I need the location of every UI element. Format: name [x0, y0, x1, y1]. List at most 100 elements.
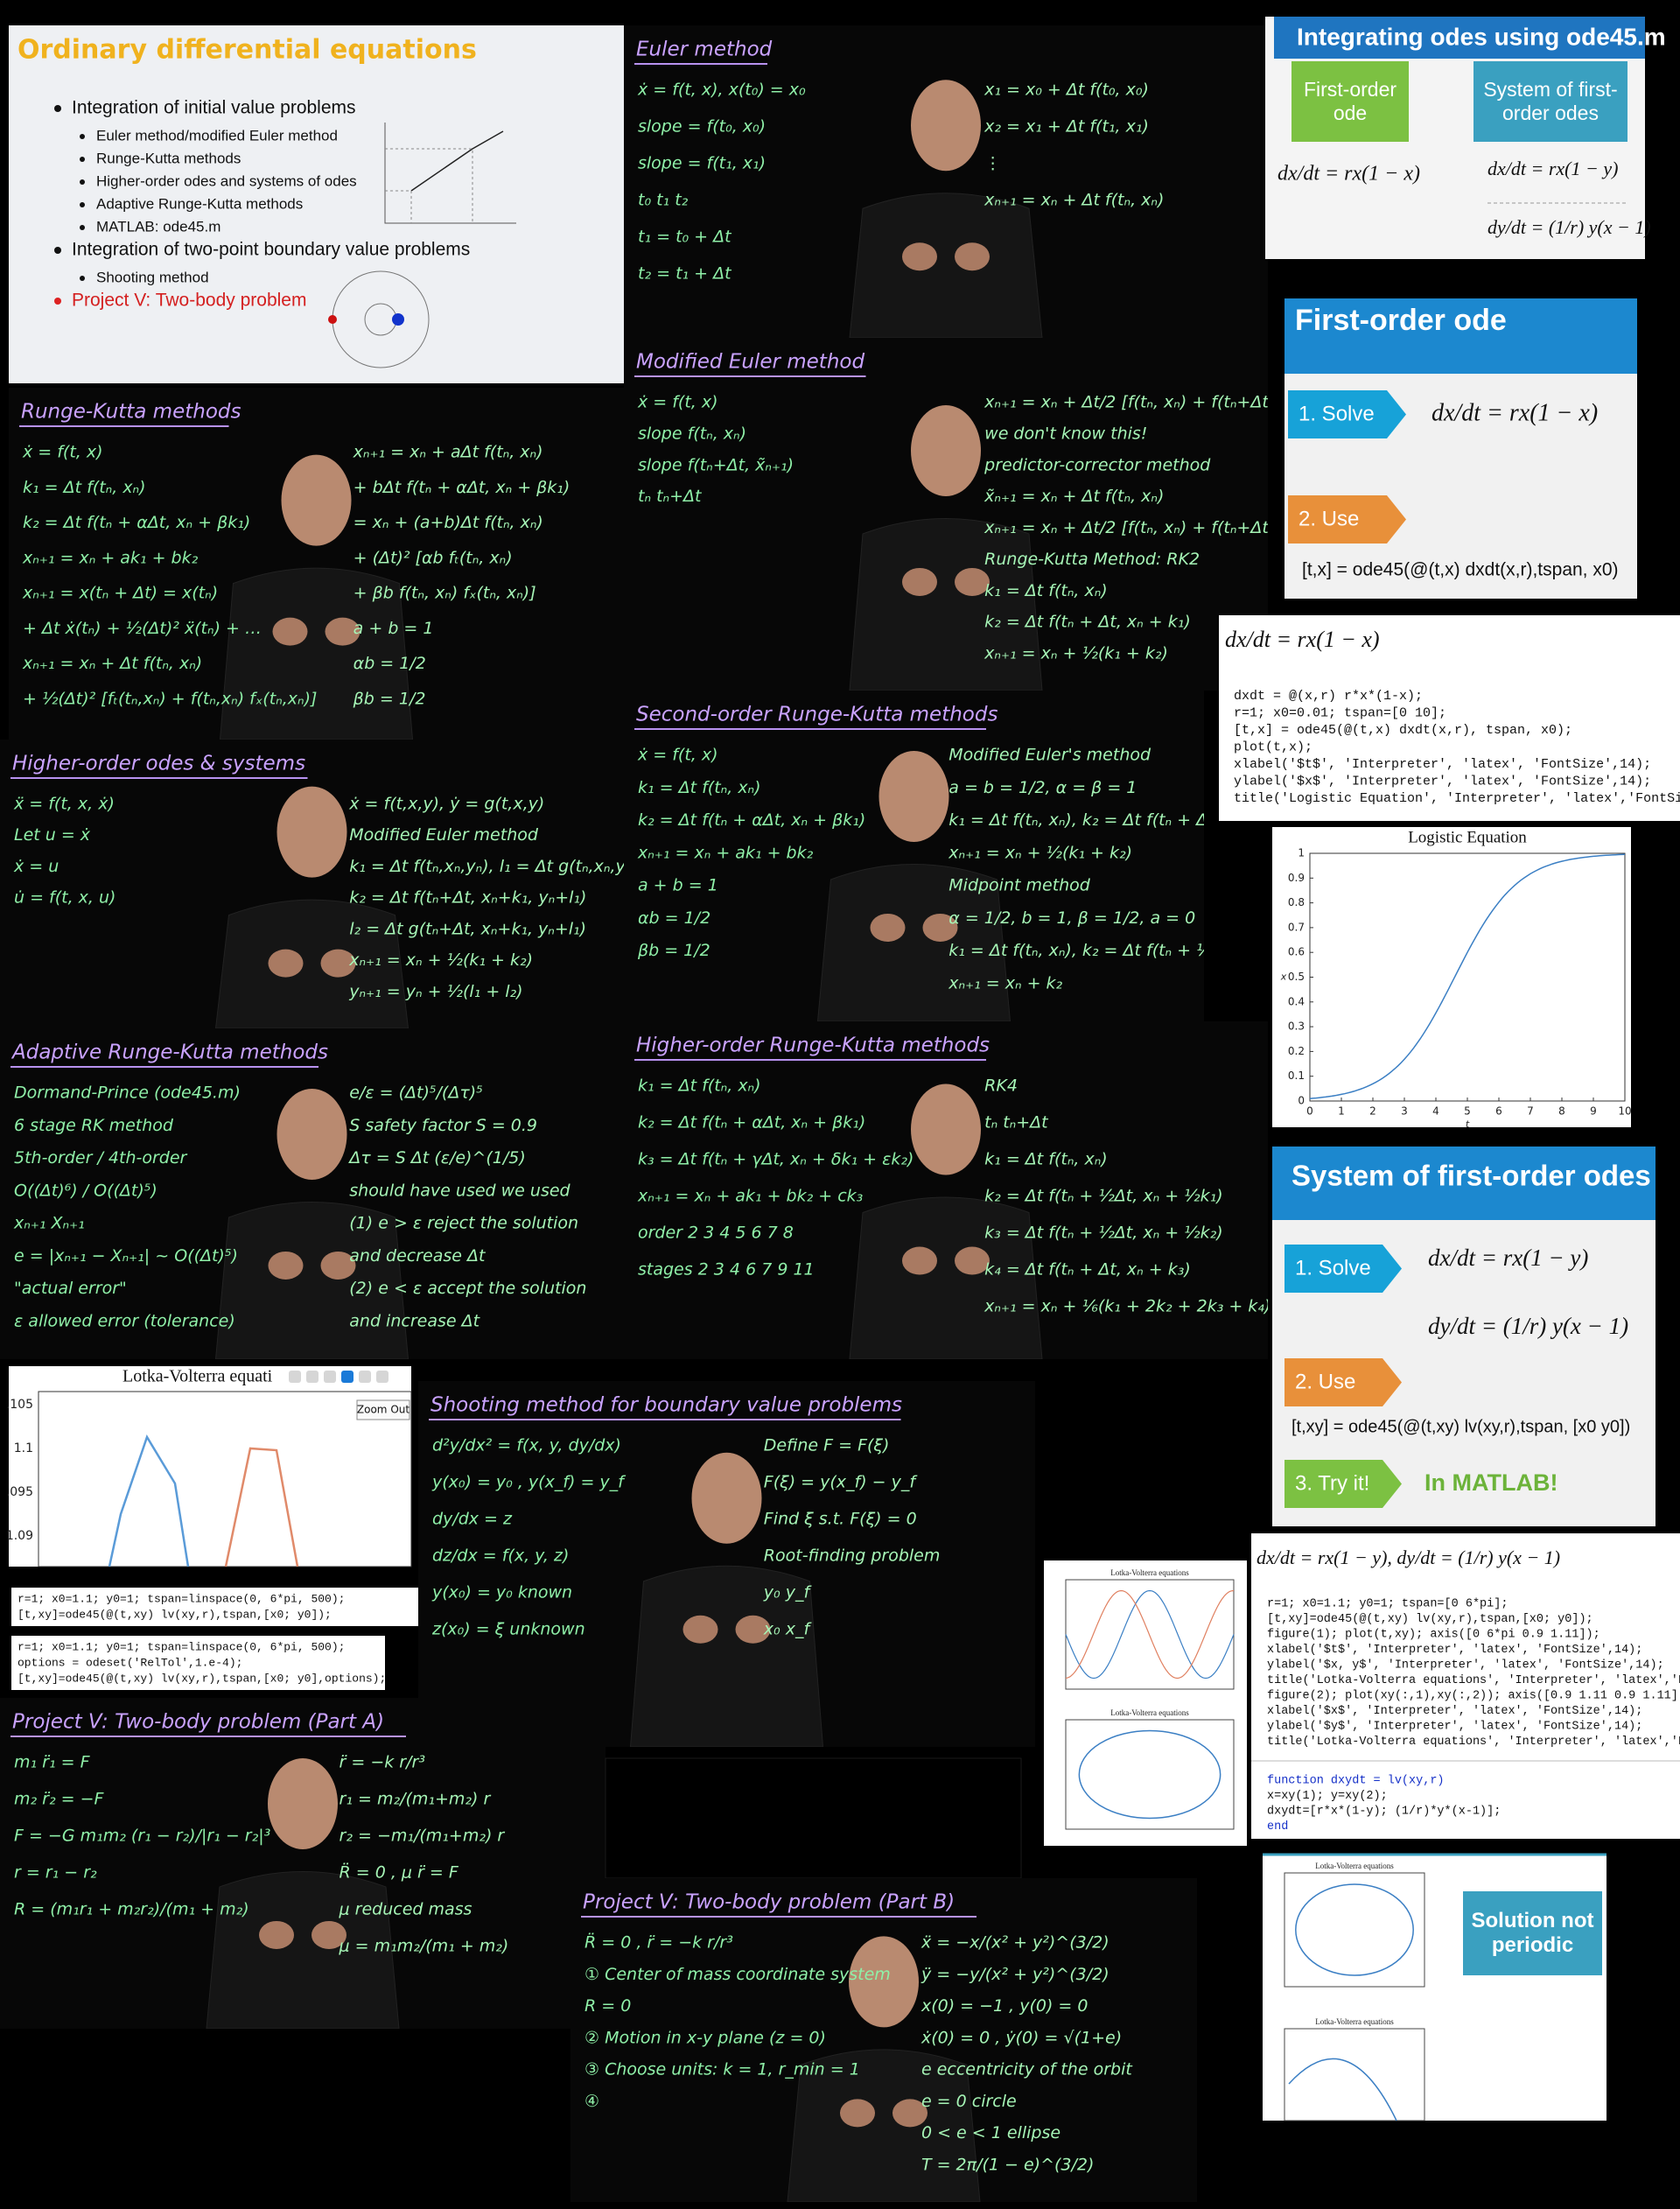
y-tick-label: 0.1	[1288, 1069, 1305, 1082]
board-title: Higher-order odes & systems	[12, 753, 305, 775]
body	[392, 313, 404, 326]
board-line: m₁ r̈₁ = F	[14, 1753, 91, 1772]
box-label: First-order ode	[1303, 78, 1397, 124]
board-line: slope = f(t₀, x₀)	[638, 117, 766, 137]
board-line: slope f(tₙ+Δt, x̃ₙ₊₁)	[638, 455, 794, 474]
board-line: k₃ = Δt f(tₙ + ½Δt, xₙ + ½k₂)	[984, 1224, 1222, 1243]
plot-title: Logistic Equation	[1408, 828, 1527, 846]
title-bar	[1284, 298, 1637, 374]
code-line: xlabel('$t$', 'Interpreter', 'latex', 'F…	[1234, 757, 1651, 772]
board-line: αb = 1/2	[354, 654, 426, 673]
instructor-head	[276, 1088, 347, 1180]
lightboard-panel: Project V: Two-body problem (Part A) m₁ r…	[0, 1698, 606, 2029]
board-line: O((Δt)⁶) / O((Δt)⁵)	[14, 1181, 158, 1200]
board-line: S safety factor S = 0.9	[349, 1116, 537, 1135]
board-line: + (Δt)² [αb fₜ(tₙ, xₙ)	[354, 548, 513, 567]
y-tick-label: 1	[1298, 847, 1305, 859]
code-line: dxdt = @(x,r) r*x*(1-x);	[1234, 689, 1423, 704]
board-line: r₂ = −m₁/(m₁+m₂) r	[340, 1827, 506, 1846]
code-line: title('Logistic Equation', 'Interpreter'…	[1234, 791, 1680, 806]
board-line: ẋ = u	[13, 857, 59, 876]
board-line: ẋ = f(t, x)	[22, 443, 103, 462]
instructor-head	[878, 750, 949, 842]
mini-axes	[1284, 1872, 1425, 1988]
board-title: Adaptive Runge-Kutta methods	[10, 1041, 328, 1064]
instructor-body	[849, 518, 1043, 691]
y-tick-label: 1.09	[6, 1529, 33, 1543]
mini-title: Lotka-Volterra equations	[1110, 1708, 1189, 1717]
plot-title: Lotka-Volterra equati	[122, 1367, 273, 1386]
instructor-body	[219, 567, 414, 740]
instructor-body	[214, 899, 410, 1028]
step-label: 1. Solve	[1295, 1256, 1371, 1280]
board-line: RK4	[984, 1076, 1018, 1096]
instructor-body	[629, 1565, 824, 1747]
bullet-item: Adaptive Runge-Kutta methods	[96, 195, 303, 212]
equation: dx/dt = rx(1 − y), dy/dt = (1/r) y(x − 1…	[1256, 1546, 1560, 1568]
slide-title: Integrating odes using ode45.m	[1297, 23, 1666, 50]
code-line: xlabel('$t$', 'Interpreter', 'latex', 'F…	[1267, 1644, 1642, 1657]
board-line: Find ξ s.t. F(ξ) = 0	[764, 1510, 917, 1529]
instructor-head	[849, 1936, 919, 2028]
board-line: r = r₁ − r₂	[14, 1863, 97, 1883]
bullet-item: Project V: Two-body problem	[72, 291, 306, 311]
y-tick-label: 0.8	[1288, 896, 1305, 908]
code-line: title('Lotka-Volterra equations', 'Inter…	[1267, 1674, 1680, 1687]
code-panel: dx/dt = rx(1 − x) dxdt = @(x,r) r*x*(1-x)…	[1219, 615, 1680, 821]
instructor-body	[214, 1202, 410, 1359]
board-line: μ = m₁m₂/(m₁ + m₂)	[339, 1937, 509, 1956]
board-line: should have used we used	[349, 1181, 570, 1200]
instructor-head	[911, 404, 981, 496]
mini-curve	[1065, 1589, 1235, 1680]
y-tick-label: 0.7	[1288, 921, 1305, 933]
board-line: ε allowed error (tolerance)	[14, 1311, 235, 1330]
board-line: R = 0	[584, 1996, 631, 2016]
instructor-hand	[325, 617, 360, 646]
mini-title: Lotka-Volterra equations	[1110, 1568, 1189, 1577]
instructor-body	[206, 1871, 400, 2029]
y-tick-label: 0.4	[1288, 995, 1305, 1007]
board-line: ẍ = −x/(x² + y²)^(3/2)	[920, 1933, 1110, 1953]
board-line: Runge-Kutta Method: RK2	[984, 550, 1200, 569]
board-line: xₙ₊₁ = xₙ + aΔt f(tₙ, xₙ)	[353, 443, 543, 462]
board-line: predictor-corrector method	[984, 455, 1211, 474]
lightboard-panel: Modified Euler method ẋ = f(t, x) slope f(…	[624, 338, 1268, 691]
board-line: = xₙ + (a+b)Δt f(tₙ, xₙ)	[354, 513, 543, 532]
board-line: xₙ₊₁ = xₙ + ak₁ + bk₂	[637, 843, 814, 862]
step-label: 1. Solve	[1298, 402, 1375, 425]
board-line: tₙ tₙ+Δt	[984, 1113, 1049, 1133]
box	[1292, 61, 1409, 142]
step-label: 2. Use	[1295, 1370, 1355, 1393]
instructor-hand	[312, 1920, 346, 1949]
board-line: t₀ t₁ t₂	[638, 191, 689, 210]
code-line: [t,xy]=ode45(@(t,xy) lv(xy,r),tspan,[x0;…	[1267, 1613, 1593, 1626]
board-line: ẋ = f(t,x,y), ẏ = g(t,x,y)	[348, 795, 544, 814]
x-tick-label: 9	[1590, 1105, 1597, 1118]
bullet	[80, 202, 85, 207]
instructor-hand	[320, 1251, 356, 1280]
board-line: Midpoint method	[948, 876, 1091, 895]
tooltip: Zoom Out	[357, 1404, 410, 1416]
black-box	[605, 1757, 1022, 1879]
text-box: First-order ode	[1303, 78, 1397, 124]
board-line: k₃ = Δt f(tₙ + γΔt, xₙ + δk₁ + εk₂)	[638, 1150, 914, 1169]
code: [t,xy] = ode45(@(t,xy) lv(xy,r),tspan, […	[1292, 1417, 1630, 1436]
mini-axes	[1065, 1719, 1235, 1830]
board-line: y(x₀) = y₀ known	[431, 1583, 572, 1602]
board-line: k₂ = Δt f(tₙ + Δt, xₙ + k₁)	[984, 613, 1191, 632]
board-title: Euler method	[636, 39, 773, 61]
board-line: tₙ tₙ+Δt	[638, 487, 703, 506]
board-line: x̃ₙ₊₁ = xₙ + Δt f(tₙ, xₙ)	[984, 487, 1164, 506]
y-tick-label: 0.9	[1288, 872, 1305, 884]
board-line: μ reduced mass	[339, 1900, 472, 1919]
code-line: r=1; x0=1.1; y0=1; tspan=linspace(0, 6*p…	[18, 1640, 345, 1653]
board-line: xₙ₊₁ = x(tₙ + Δt) = x(tₙ)	[22, 584, 218, 603]
board-line: βb = 1/2	[637, 941, 710, 960]
x-tick-label: 0	[1306, 1105, 1313, 1118]
mini-axes	[1284, 2028, 1425, 2121]
board-line: and decrease Δt	[349, 1246, 486, 1266]
label-box	[1463, 1891, 1602, 1975]
instructor-hand	[922, 913, 958, 942]
instructor-head	[911, 1083, 981, 1175]
board-line: xₙ₊₁ = xₙ + k₂	[948, 973, 1062, 992]
